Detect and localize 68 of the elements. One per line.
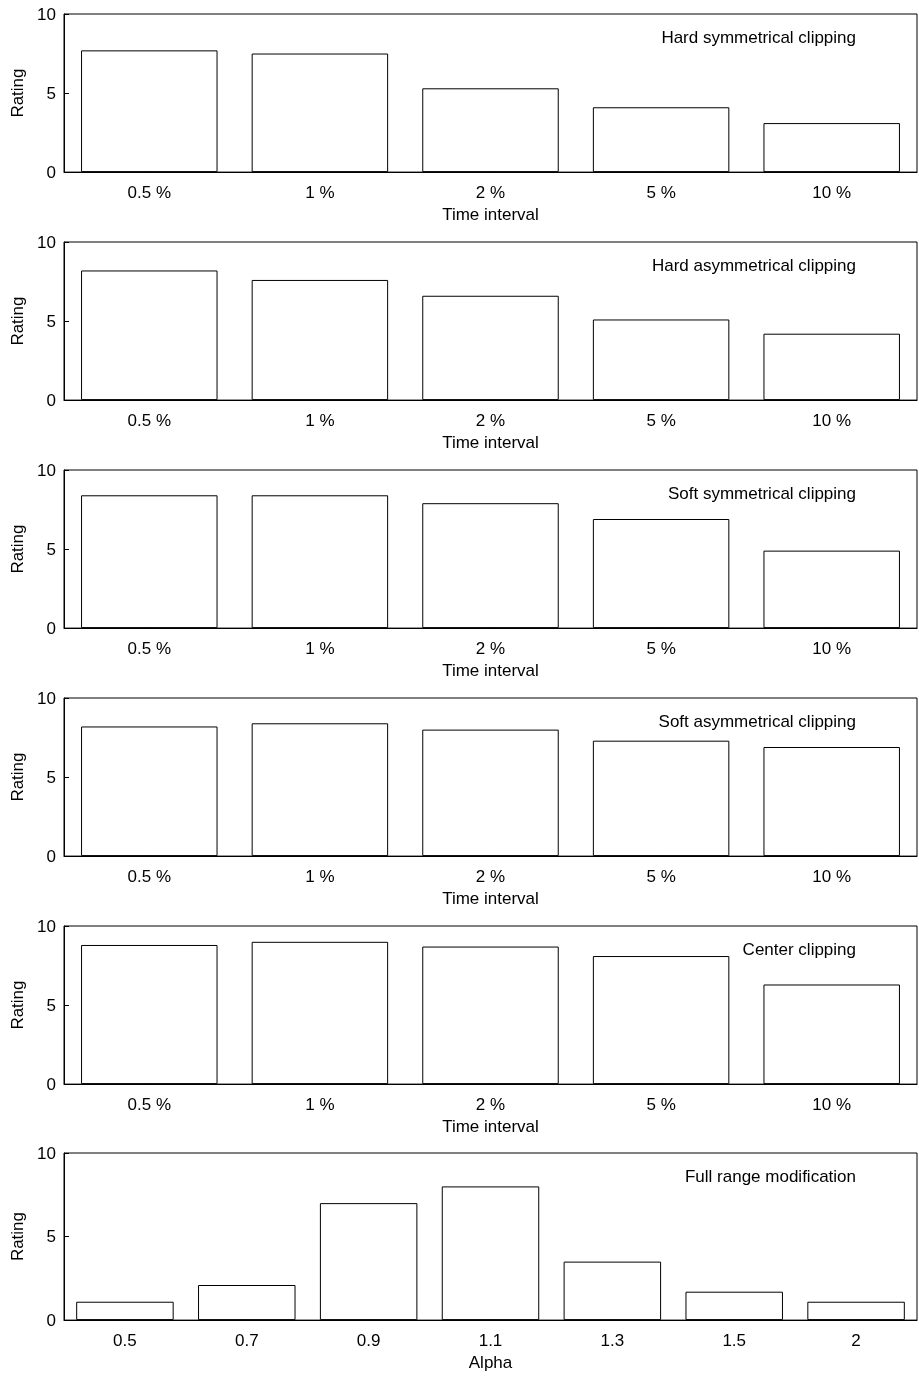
x-tick-label: 2 % (475, 639, 506, 659)
x-tick-label: 0.5 % (127, 639, 172, 659)
x-tick-label: 2 % (475, 183, 506, 203)
x-tick-label: 0.5 % (127, 1095, 172, 1115)
x-axis-title: Time interval (442, 889, 539, 908)
y-tick-label: 10 (37, 232, 56, 252)
y-tick-label: 5 (46, 995, 56, 1015)
y-tick-label: 0 (46, 1074, 56, 1094)
x-tick-label: 1 % (305, 639, 335, 659)
x-tick-label: 1 % (305, 1095, 335, 1115)
x-axis-title: Time interval (442, 661, 539, 680)
x-tick-label: 10 % (812, 411, 852, 431)
text: Center clipping (742, 940, 857, 959)
y-tick-label: 10 (37, 916, 56, 936)
y-tick-label: 10 (37, 1143, 56, 1163)
x-axis-title: Time interval (442, 205, 539, 224)
y-tick-label: 5 (46, 767, 56, 787)
y-tick-label: 0 (46, 390, 56, 410)
x-tick-label: 10 % (812, 1095, 852, 1115)
x-tick-label: 1.1 (478, 1331, 503, 1351)
y-tick-label: 5 (46, 1227, 56, 1247)
y-tick-label: 5 (46, 539, 56, 559)
y-axis-title: Rating (8, 752, 28, 802)
x-tick-label: 2 % (475, 411, 506, 431)
y-axis-title: Rating (8, 296, 28, 346)
x-tick-label: 0.7 (234, 1331, 259, 1351)
y-tick-label: 10 (37, 688, 56, 708)
y-tick-label: 0 (46, 1310, 56, 1330)
y-tick-label: 0 (46, 618, 56, 638)
y-tick-label: 0 (46, 162, 56, 182)
x-axis-title: Time interval (442, 433, 539, 452)
x-tick-label: 1 % (305, 867, 335, 887)
x-axis-title: Time interval (442, 1117, 539, 1136)
x-tick-label: 10 % (812, 639, 852, 659)
x-tick-label: 1 % (305, 183, 335, 203)
x-tick-label: 5 % (646, 1095, 676, 1115)
y-axis-title: Rating (8, 68, 28, 118)
x-tick-label: 10 % (812, 183, 852, 203)
text: Full range modification (684, 1167, 856, 1186)
x-tick-label: 1.3 (600, 1331, 625, 1351)
x-tick-label: 0.9 (356, 1331, 381, 1351)
x-tick-label: 2 % (475, 1095, 506, 1115)
y-tick-label: 5 (46, 83, 56, 103)
y-tick-label: 10 (37, 4, 56, 24)
y-tick-label: 0 (46, 846, 56, 866)
x-tick-label: 2 % (475, 867, 506, 887)
x-tick-label: 5 % (646, 411, 676, 431)
x-tick-label: 0.5 % (127, 411, 172, 431)
x-tick-label: 5 % (646, 867, 676, 887)
text: Soft symmetrical clipping (668, 484, 857, 503)
y-axis-title: Rating (8, 1211, 28, 1262)
x-tick-label: 5 % (646, 183, 676, 203)
text: Hard symmetrical clipping (661, 28, 857, 47)
text: Soft asymmetrical clipping (658, 712, 857, 731)
x-tick-label: 1 % (305, 411, 335, 431)
y-tick-label: 10 (37, 460, 56, 480)
x-tick-label: 10 % (812, 867, 852, 887)
y-axis-title: Rating (8, 524, 28, 574)
x-tick-label: 5 % (646, 639, 676, 659)
text: Hard asymmetrical clipping (651, 256, 857, 275)
x-tick-label: 0.5 (113, 1331, 137, 1351)
y-tick-label: 5 (46, 311, 56, 331)
x-tick-label: 2 (851, 1331, 861, 1351)
x-tick-label: 0.5 % (127, 867, 172, 887)
x-axis-title: Alpha (468, 1353, 513, 1372)
y-axis-title: Rating (8, 980, 28, 1030)
x-tick-label: 1.5 (722, 1331, 747, 1351)
x-tick-label: 0.5 % (127, 183, 172, 203)
